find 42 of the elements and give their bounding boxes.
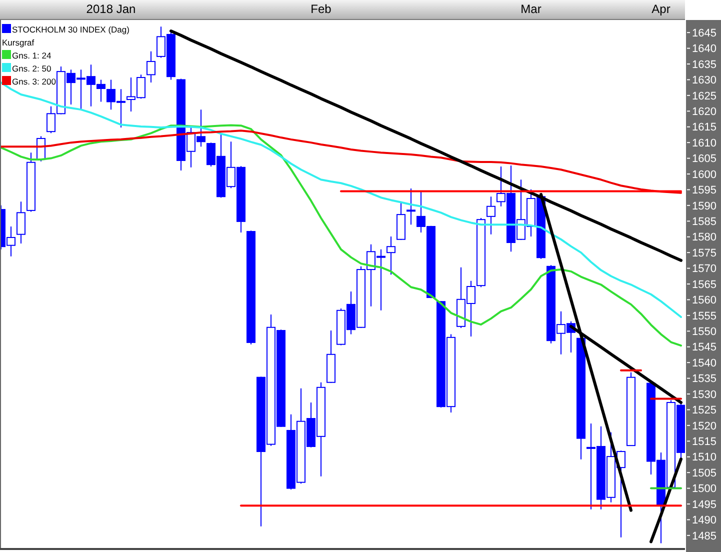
y-tick-label: 1540 xyxy=(692,357,716,370)
y-tick-label: 1510 xyxy=(692,452,716,464)
legend-label: STOCKHOLM 30 INDEX (Dag) xyxy=(12,24,130,34)
y-tick-label: 1580 xyxy=(692,232,716,244)
y-tick-label: 1610 xyxy=(692,137,716,150)
y-tick-label: 1520 xyxy=(692,420,716,432)
y-tick-label: 1505 xyxy=(692,467,716,480)
y-tick-label: 1500 xyxy=(692,483,716,496)
y-tick-label: 1515 xyxy=(692,436,716,448)
y-tick-label: 1575 xyxy=(692,247,716,260)
y-tick-label: 1490 xyxy=(692,514,716,527)
y-tick-label: 1605 xyxy=(692,153,716,166)
y-tick-label: 1560 xyxy=(692,294,716,307)
y-tick-label: 1620 xyxy=(692,106,716,118)
y-tick-label: 1495 xyxy=(692,498,716,511)
y-tick-label: 1645 xyxy=(692,27,716,40)
y-tick-label: 1530 xyxy=(692,388,716,401)
y-tick-label: 1485 xyxy=(692,530,716,542)
y-tick-label: 1635 xyxy=(692,58,716,71)
y-tick-label: 1590 xyxy=(692,200,716,212)
y-tick-label: 1630 xyxy=(692,74,716,87)
y-tick-label: 1555 xyxy=(692,310,716,322)
y-tick-label: 1550 xyxy=(692,326,716,338)
legend-title: Kursgraf xyxy=(2,38,35,48)
y-tick-label: 1625 xyxy=(692,90,716,102)
y-tick-label: 1600 xyxy=(692,168,716,181)
x-tick-label: 2018 Jan xyxy=(86,2,136,16)
y-tick-label: 1565 xyxy=(692,278,716,291)
legend-label: Gns. 2: 50 xyxy=(12,64,52,74)
y-tick-label: 1570 xyxy=(692,263,716,276)
x-tick-label: Feb xyxy=(310,2,332,16)
y-tick-label: 1525 xyxy=(692,404,716,417)
y-tick-label: 1640 xyxy=(692,43,716,56)
y-tick-label: 1615 xyxy=(692,122,716,134)
y-tick-label: 1535 xyxy=(692,373,716,386)
y-tick-label: 1545 xyxy=(692,342,716,354)
y-tick-label: 1595 xyxy=(692,184,716,197)
legend-label: Gns. 1: 24 xyxy=(12,50,52,60)
legend-label: Gns. 3: 200 xyxy=(12,76,56,86)
x-tick-label: Mar xyxy=(520,2,542,16)
y-tick-label: 1585 xyxy=(692,216,716,228)
x-tick-label: Apr xyxy=(652,2,670,16)
